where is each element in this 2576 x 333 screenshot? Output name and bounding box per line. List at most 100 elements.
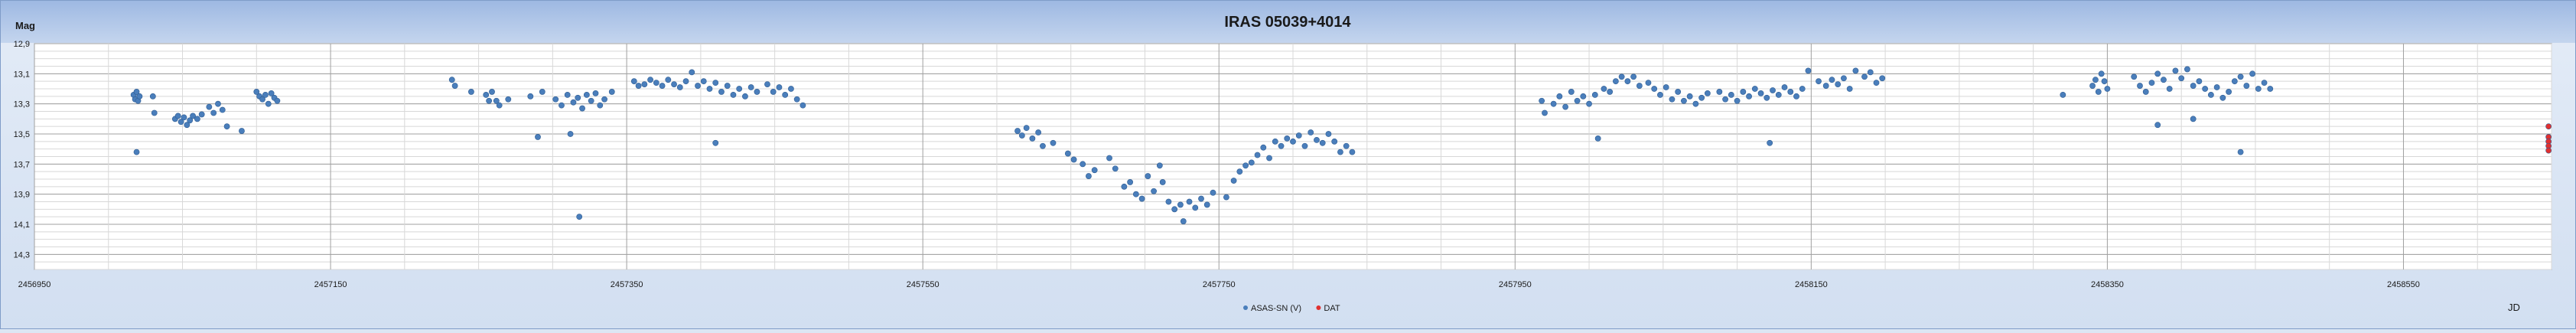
data-point-asas-sn [653,80,659,87]
data-point-asas-sn [493,97,500,104]
data-point-asas-sn [754,89,760,95]
data-point-asas-sn [239,128,245,134]
data-point-asas-sn [1260,144,1267,151]
data-point-asas-sn [268,90,275,96]
y-tick-label: 13,1 [14,70,30,79]
data-point-asas-sn [274,97,281,104]
data-point-asas-sn [712,80,719,87]
data-point-asas-sn [1822,83,1829,89]
data-point-asas-sn [2226,89,2232,95]
x-axis-ticks: 2456950 2457150 2457350 2457550 2457750 24579… [18,280,2420,289]
data-point-asas-sn [1805,67,1812,74]
data-point-asas-sn [1319,139,1326,146]
data-point-asas-sn [1757,90,1764,96]
x-tick-label: 2458550 [2387,280,2420,289]
data-point-asas-sn [665,77,672,83]
data-point-asas-sn [2092,77,2099,83]
data-point-asas-sn [1686,93,1693,100]
data-point-asas-sn [1767,139,1773,146]
data-point-asas-sn [1186,198,1193,205]
data-point-asas-sn [647,77,653,83]
data-point-asas-sn [695,83,701,89]
data-point-asas-sn [2148,80,2155,87]
data-point-asas-sn [1349,149,1356,155]
data-point-asas-sn [1210,189,1216,196]
data-point-asas-sn [2219,94,2226,101]
data-point-asas-sn [597,102,604,109]
data-point-asas-sn [689,69,695,76]
data-point-asas-sn [570,99,577,106]
data-point-asas-sn [206,103,213,110]
data-point-asas-sn [712,139,719,146]
data-point-asas-sn [1722,96,1729,103]
x-axis-label: JD [2508,302,2520,313]
data-point-asas-sn [1681,97,1687,104]
data-point-asas-sn [2154,122,2161,129]
data-point-asas-sn [1568,89,1575,95]
data-point-asas-sn [1145,173,1151,179]
data-point-asas-sn [1734,97,1741,104]
data-point-asas-sn [1636,83,1643,89]
x-tick-label: 2457950 [1499,280,1532,289]
data-point-asas-sn [190,113,196,119]
data-point-asas-sn [1040,142,1046,149]
y-tick-label: 13,3 [14,100,30,109]
data-point-asas-sn [1308,129,1314,135]
data-point-asas-sn [1106,155,1112,162]
data-point-asas-sn [1550,100,1557,107]
data-point-asas-sn [1266,155,1272,162]
x-tick-label: 2457550 [907,280,940,289]
data-point-asas-sn [1669,96,1676,103]
data-point-asas-sn [1177,201,1184,208]
chart-title: IRAS 05039+4014 [1224,14,1351,31]
data-point-asas-sn [1272,138,1278,145]
data-point-asas-sn [1314,136,1320,143]
data-point-asas-sn [1835,81,1842,87]
data-point-asas-sn [1781,84,1788,90]
data-point-asas-sn [1861,73,1868,80]
data-point-asas-sn [1014,128,1021,134]
data-point-asas-sn [1852,67,1859,74]
data-point-asas-sn [1331,138,1338,145]
data-point-asas-sn [641,81,648,87]
data-point-asas-sn [483,91,490,98]
data-point-asas-sn [149,93,156,100]
data-point-asas-sn [1829,77,1835,83]
data-points [130,66,2552,224]
data-point-asas-sn [1879,75,1886,82]
data-point-asas-sn [1816,78,1822,85]
data-point-asas-sn [718,89,725,95]
chart-header-band [0,0,2576,43]
x-tick-label: 2456950 [18,280,51,289]
data-point-asas-sn [576,214,583,220]
data-point-asas-sn [1171,206,1178,213]
x-tick-label: 2458150 [1795,280,1828,289]
data-point-asas-sn [706,86,713,92]
data-point-asas-sn [181,114,187,121]
data-point-asas-sn [215,100,221,107]
data-point-asas-sn [1645,80,1652,87]
data-point-asas-sn [1562,103,1568,110]
data-point-asas-sn [1556,93,1563,100]
data-point-asas-sn [539,89,545,95]
data-point-asas-sn [1698,94,1705,101]
data-point-asas-sn [1539,97,1545,104]
legend-label: DAT [1324,304,1340,313]
data-point-asas-sn [1242,162,1249,169]
y-tick-label: 14,3 [14,250,30,260]
data-point-asas-sn [2231,78,2238,85]
data-point-asas-sn [2166,86,2173,92]
x-tick-label: 2458350 [2091,280,2124,289]
data-point-asas-sn [564,91,571,98]
data-point-asas-sn [736,86,743,92]
data-point-asas-sn [1248,159,1255,166]
data-point-asas-sn [194,116,200,122]
data-point-asas-sn [2142,89,2149,95]
data-point-asas-sn [1295,132,1302,139]
data-point-asas-sn [486,97,493,104]
data-point-asas-sn [2207,91,2214,98]
data-point-asas-sn [1091,167,1098,174]
data-point-asas-sn [793,96,800,103]
data-point-asas-sn [1278,142,1285,149]
